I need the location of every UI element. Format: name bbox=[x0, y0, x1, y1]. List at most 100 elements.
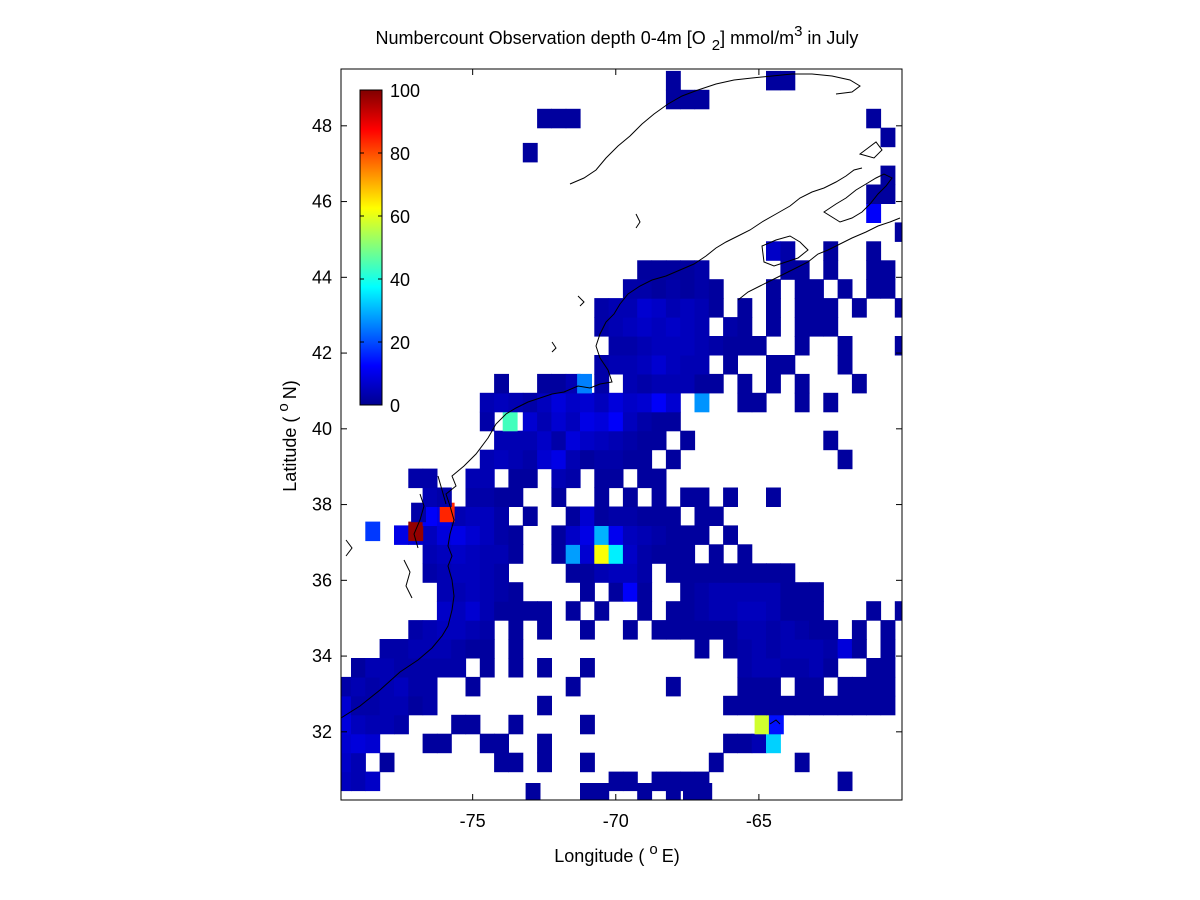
axes-frame bbox=[340, 68, 903, 801]
heatmap-cell bbox=[708, 582, 724, 602]
heatmap-cell bbox=[379, 695, 395, 716]
heatmap-cell bbox=[408, 676, 424, 697]
heatmap-cell bbox=[651, 279, 667, 299]
heatmap-cell bbox=[751, 336, 767, 356]
heatmap-cell bbox=[823, 241, 839, 261]
heatmap-cell bbox=[637, 430, 653, 451]
heatmap-cell bbox=[465, 487, 481, 507]
heatmap-cell bbox=[766, 355, 781, 375]
heatmap-cell bbox=[780, 563, 796, 583]
heatmap-cell bbox=[494, 544, 509, 564]
heatmap-cell bbox=[379, 714, 395, 735]
heatmap-cell bbox=[508, 392, 524, 413]
heatmap-cell bbox=[694, 582, 710, 602]
title-tail: in July bbox=[802, 28, 858, 48]
heatmap-cell bbox=[637, 336, 653, 356]
heatmap-cell bbox=[723, 317, 738, 337]
heatmap-cell bbox=[422, 506, 438, 526]
heatmap-cell bbox=[708, 279, 724, 299]
heatmap-cell bbox=[866, 203, 882, 223]
title-superscript: 3 bbox=[794, 23, 802, 40]
heatmap-cell bbox=[694, 525, 710, 545]
heatmap-cell bbox=[751, 658, 767, 678]
heatmap-cell bbox=[823, 317, 839, 337]
heatmap-cell bbox=[680, 279, 696, 299]
heatmap-cell bbox=[723, 582, 738, 602]
heatmap-cell bbox=[694, 771, 710, 792]
heatmap-cell bbox=[751, 676, 767, 697]
heatmap-cell bbox=[866, 279, 882, 299]
heatmap-cell bbox=[766, 317, 781, 337]
heatmap-cell bbox=[494, 430, 509, 451]
heatmap-cell bbox=[680, 430, 696, 451]
heatmap-cell bbox=[866, 241, 882, 261]
heatmap-cell bbox=[622, 506, 638, 526]
heatmap-cell bbox=[751, 639, 767, 659]
heatmap-cell bbox=[766, 639, 781, 659]
x-axis: -75 -70 -65 bbox=[460, 69, 772, 831]
heatmap-cell bbox=[479, 563, 495, 583]
heatmap-cell bbox=[508, 525, 524, 545]
heatmap-cell bbox=[580, 783, 595, 800]
heatmap-cell bbox=[766, 241, 781, 261]
heatmap-cell bbox=[622, 392, 638, 413]
heatmap-cell bbox=[680, 582, 696, 602]
heatmap-cell bbox=[723, 620, 738, 640]
heatmap-cell bbox=[537, 601, 552, 621]
heatmap-cell bbox=[351, 676, 366, 697]
heatmap-cell bbox=[637, 279, 653, 299]
colorbar-tick-label: 100 bbox=[390, 81, 420, 101]
heatmap-cell bbox=[551, 411, 567, 432]
heatmap-cell bbox=[751, 695, 767, 716]
heatmap-cell bbox=[551, 449, 567, 470]
heatmap-cell bbox=[379, 752, 395, 773]
heatmap-cell bbox=[565, 601, 581, 621]
heatmap-cell bbox=[737, 639, 753, 659]
heatmap-cell bbox=[737, 544, 753, 564]
heatmap-cell bbox=[408, 521, 424, 542]
coastline bbox=[341, 73, 901, 725]
heatmap-cell bbox=[394, 695, 409, 716]
heatmap-cell bbox=[565, 544, 581, 564]
heatmap-cell bbox=[537, 695, 552, 716]
heatmap-cell bbox=[794, 620, 810, 640]
heatmap-cell bbox=[651, 392, 667, 413]
heatmap-cell bbox=[608, 317, 624, 337]
heatmap-cell bbox=[665, 392, 681, 413]
heatmap-cell bbox=[766, 298, 781, 318]
heatmap-cell bbox=[451, 620, 467, 640]
heatmap-cell bbox=[494, 373, 509, 394]
heatmap-cell bbox=[780, 695, 796, 716]
heatmap-cell bbox=[422, 544, 438, 564]
heatmap-cell bbox=[479, 392, 495, 413]
heatmap-cell bbox=[708, 373, 724, 394]
heatmap-cell bbox=[766, 620, 781, 640]
heatmap-cell bbox=[780, 70, 796, 91]
heatmap-cell bbox=[694, 601, 710, 621]
heatmap-cell bbox=[694, 89, 710, 110]
heatmap-cell bbox=[580, 392, 595, 413]
y-axis-label-sup: o bbox=[275, 403, 292, 411]
heatmap-cell bbox=[809, 658, 824, 678]
heatmap-cell bbox=[680, 89, 696, 110]
heatmap-cell bbox=[694, 620, 710, 640]
heatmap-cell bbox=[494, 487, 509, 507]
heatmap-cell bbox=[851, 676, 867, 697]
heatmap-cell bbox=[408, 639, 424, 659]
heatmap-cell bbox=[494, 563, 509, 583]
heatmap-cell bbox=[637, 298, 653, 318]
heatmap-cell bbox=[809, 695, 824, 716]
heatmap-cell bbox=[665, 449, 681, 470]
y-tick-label: 36 bbox=[312, 570, 332, 590]
heatmap-cell bbox=[680, 620, 696, 640]
heatmap-cell bbox=[851, 373, 867, 394]
x-axis-label-pre: Longitude ( bbox=[554, 846, 649, 866]
heatmap-cell bbox=[577, 373, 592, 394]
heatmap-cell bbox=[880, 658, 896, 678]
heatmap-cell bbox=[809, 279, 824, 299]
heatmap-cell bbox=[680, 260, 696, 280]
heatmap-cell bbox=[608, 525, 624, 545]
heatmap-cell bbox=[680, 525, 696, 545]
heatmap-cell bbox=[537, 733, 552, 754]
heatmap-cell bbox=[522, 392, 538, 413]
